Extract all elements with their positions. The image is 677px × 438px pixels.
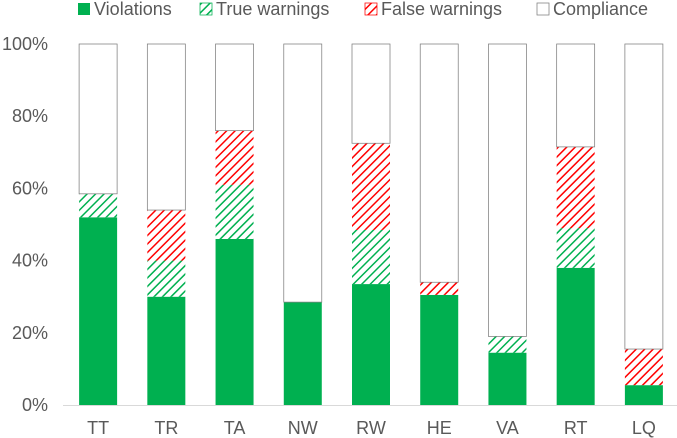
- bar-segment-compliance: [556, 43, 596, 148]
- legend: Violations True warnings False warnings Com…: [78, 0, 648, 19]
- bar-segment-violations: [352, 284, 390, 405]
- bar-segment-true-warnings: [556, 228, 595, 268]
- bar-segment-violations: [215, 238, 254, 405]
- x-tick-label: TT: [87, 418, 109, 438]
- legend-swatch: [364, 2, 378, 16]
- y-axis: 0% 20% 40% 60% 80% 100%: [2, 34, 48, 415]
- x-axis: TT TR TA NW RW HE VA RT LQ: [63, 405, 677, 438]
- bar-segment-true-warnings: [215, 184, 254, 239]
- legend-label: Compliance: [553, 0, 648, 19]
- bar-segment-violations: [420, 294, 459, 405]
- y-tick-label: 80%: [12, 106, 48, 126]
- bar-segment-false-warnings: [556, 146, 595, 229]
- x-tick-label: NW: [288, 418, 318, 438]
- bar-segment-violations: [79, 217, 118, 405]
- bar-segment-false-warnings: [624, 349, 663, 386]
- bar-segment-violations: [624, 385, 663, 405]
- bar-segment-compliance: [488, 43, 527, 337]
- y-tick-label: 100%: [2, 34, 48, 54]
- legend-swatch: [536, 2, 550, 16]
- bar-segment-violations: [283, 302, 322, 405]
- bars: [78, 43, 664, 405]
- bar-segment-false-warnings: [352, 143, 390, 230]
- bar-segment-true-warnings: [147, 260, 186, 297]
- y-tick-label: 60%: [12, 178, 48, 198]
- x-tick-label: VA: [496, 418, 519, 438]
- legend-swatch: [78, 3, 90, 15]
- bar-segment-compliance: [624, 43, 664, 350]
- bar-segment-compliance: [419, 43, 459, 283]
- y-tick-label: 20%: [12, 323, 48, 343]
- legend-label: False warnings: [381, 0, 502, 19]
- x-tick-label: HE: [427, 418, 452, 438]
- bar-segment-compliance: [146, 43, 186, 211]
- bar-segment-false-warnings: [147, 210, 186, 261]
- bar-segment-violations: [488, 352, 527, 405]
- bar-segment-true-warnings: [352, 229, 390, 285]
- x-tick-label: TR: [154, 418, 178, 438]
- legend-label: Violations: [94, 0, 172, 19]
- bar-segment-false-warnings: [215, 130, 254, 185]
- legend-swatch: [199, 2, 213, 16]
- y-tick-label: 0%: [22, 395, 48, 415]
- bar-segment-compliance: [78, 43, 118, 195]
- x-tick-label: TA: [224, 418, 246, 438]
- bar-segment-compliance: [283, 43, 323, 303]
- bar-segment-compliance: [215, 43, 254, 132]
- bar-segment-violations: [556, 267, 595, 405]
- bar-segment-true-warnings: [79, 193, 118, 218]
- bar-segment-true-warnings: [488, 336, 527, 353]
- x-tick-label: RT: [564, 418, 588, 438]
- x-tick-label: LQ: [632, 418, 656, 438]
- x-tick-label: RW: [356, 418, 386, 438]
- y-tick-label: 40%: [12, 251, 48, 271]
- bar-segment-false-warnings: [420, 282, 459, 295]
- bar-segment-violations: [147, 296, 186, 405]
- legend-label: True warnings: [216, 0, 329, 19]
- bar-segment-compliance: [351, 43, 391, 144]
